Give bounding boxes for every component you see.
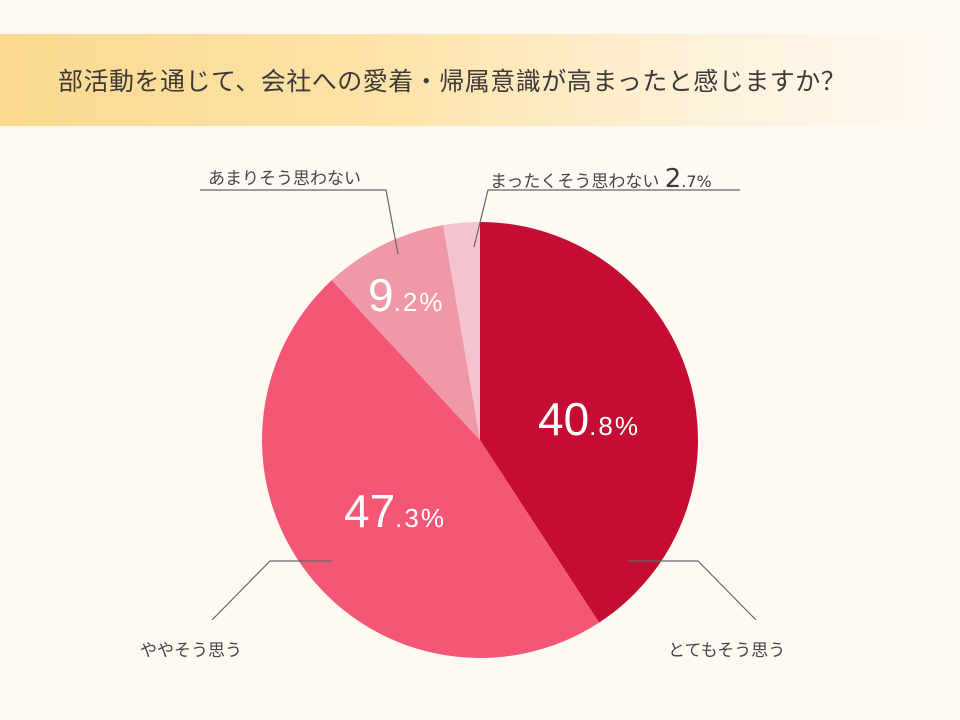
pct-somewhat: 47.3%: [344, 484, 446, 538]
label-very-much: とてもそう思う: [668, 641, 786, 661]
pct-not-much: 9.2%: [368, 268, 444, 322]
pct-somewhat-dec: .3%: [395, 503, 446, 533]
leader-line-somewhat: [211, 560, 332, 621]
chart-title: 部活動を通じて、会社への愛着・帰属意識が高まったと感じますか？: [58, 67, 847, 96]
slice-not-at-all: [443, 222, 480, 440]
label-not-much: あまりそう思わない: [208, 169, 361, 189]
leader-line-not-at-all: [473, 189, 740, 248]
pct-not-at-all-dec: .7%: [681, 172, 712, 191]
pct-not-much-int: 9: [368, 269, 394, 321]
label-not-at-all-text: まったくそう思わない: [490, 172, 660, 192]
pie-slices: [262, 222, 698, 658]
pct-not-at-all-int: 2: [664, 164, 682, 194]
title-band: [0, 34, 960, 126]
leader-line-not-much: [200, 189, 399, 255]
leader-lines: [200, 189, 757, 621]
slice-somewhat: [262, 280, 600, 658]
leader-line-very-much: [628, 560, 757, 621]
slice-not-much: [331, 225, 480, 440]
label-somewhat: ややそう思う: [140, 641, 242, 661]
pct-very-much: 40.8%: [538, 392, 640, 446]
pct-very-much-int: 40: [538, 393, 590, 445]
pct-not-at-all: 2.7%: [665, 164, 712, 194]
pct-somewhat-int: 47: [344, 485, 396, 537]
pct-not-much-dec: .2%: [393, 287, 445, 317]
label-not-at-all: まったくそう思わない 2.7%: [490, 164, 712, 194]
slice-very-much: [480, 222, 698, 623]
pct-very-much-dec: .8%: [589, 411, 640, 441]
